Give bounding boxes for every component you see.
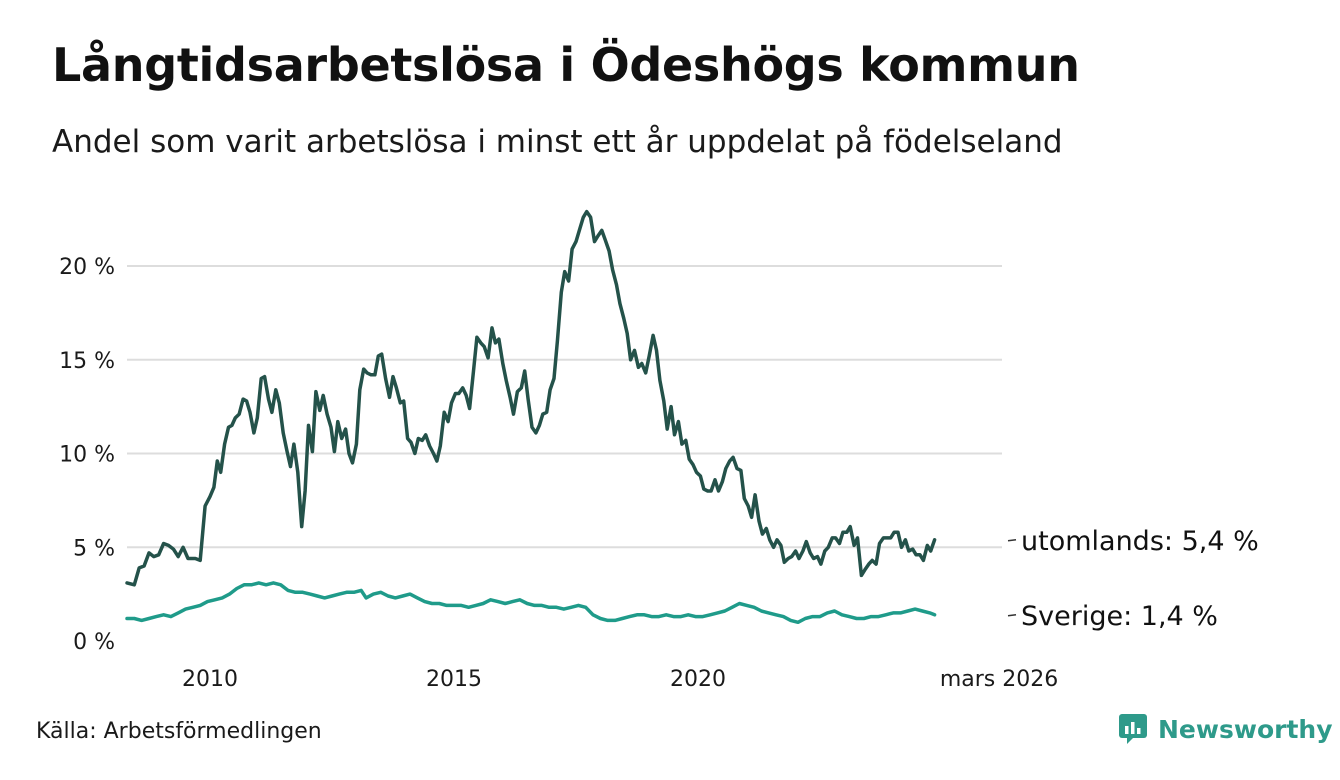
- end-label-leader: [1007, 539, 1017, 542]
- grid-lines: [127, 265, 1002, 549]
- y-tick-label: 20 %: [59, 255, 115, 280]
- series-lines: [125, 209, 937, 625]
- x-axis-ticks: 2010 2015 2020 mars 2026: [182, 667, 1058, 692]
- newsworthy-logo-icon: [1119, 714, 1147, 744]
- y-tick-label: 5 %: [73, 536, 115, 561]
- x-tick-label: mars 2026: [940, 667, 1058, 692]
- x-tick-label: 2020: [670, 667, 726, 692]
- y-tick-label: 0 %: [73, 630, 115, 655]
- series-line-sverige: [125, 581, 937, 625]
- brand-name: Newsworthy: [1158, 714, 1333, 744]
- end-label-utomlands: utomlands: 5,4 %: [1021, 526, 1259, 557]
- end-label-leader: [1007, 614, 1017, 617]
- x-tick-label: 2015: [426, 667, 482, 692]
- brand-logo: Newsworthy: [1118, 713, 1333, 745]
- series-end-labels: utomlands: 5,4 % Sverige: 1,4 %: [1007, 526, 1259, 632]
- end-label-sverige: Sverige: 1,4 %: [1021, 601, 1218, 632]
- x-tick-label: 2010: [182, 667, 238, 692]
- series-line-utomlands: [125, 209, 937, 587]
- chart-subtitle: Andel som varit arbetslösa i minst ett å…: [52, 124, 1063, 160]
- y-axis-ticks: 0 % 5 % 10 % 15 % 20 %: [59, 255, 115, 655]
- source-note: Källa: Arbetsförmedlingen: [36, 719, 322, 744]
- y-tick-label: 10 %: [59, 443, 115, 468]
- y-tick-label: 15 %: [59, 349, 115, 374]
- chart-title: Långtidsarbetslösa i Ödeshögs kommun: [52, 38, 1080, 92]
